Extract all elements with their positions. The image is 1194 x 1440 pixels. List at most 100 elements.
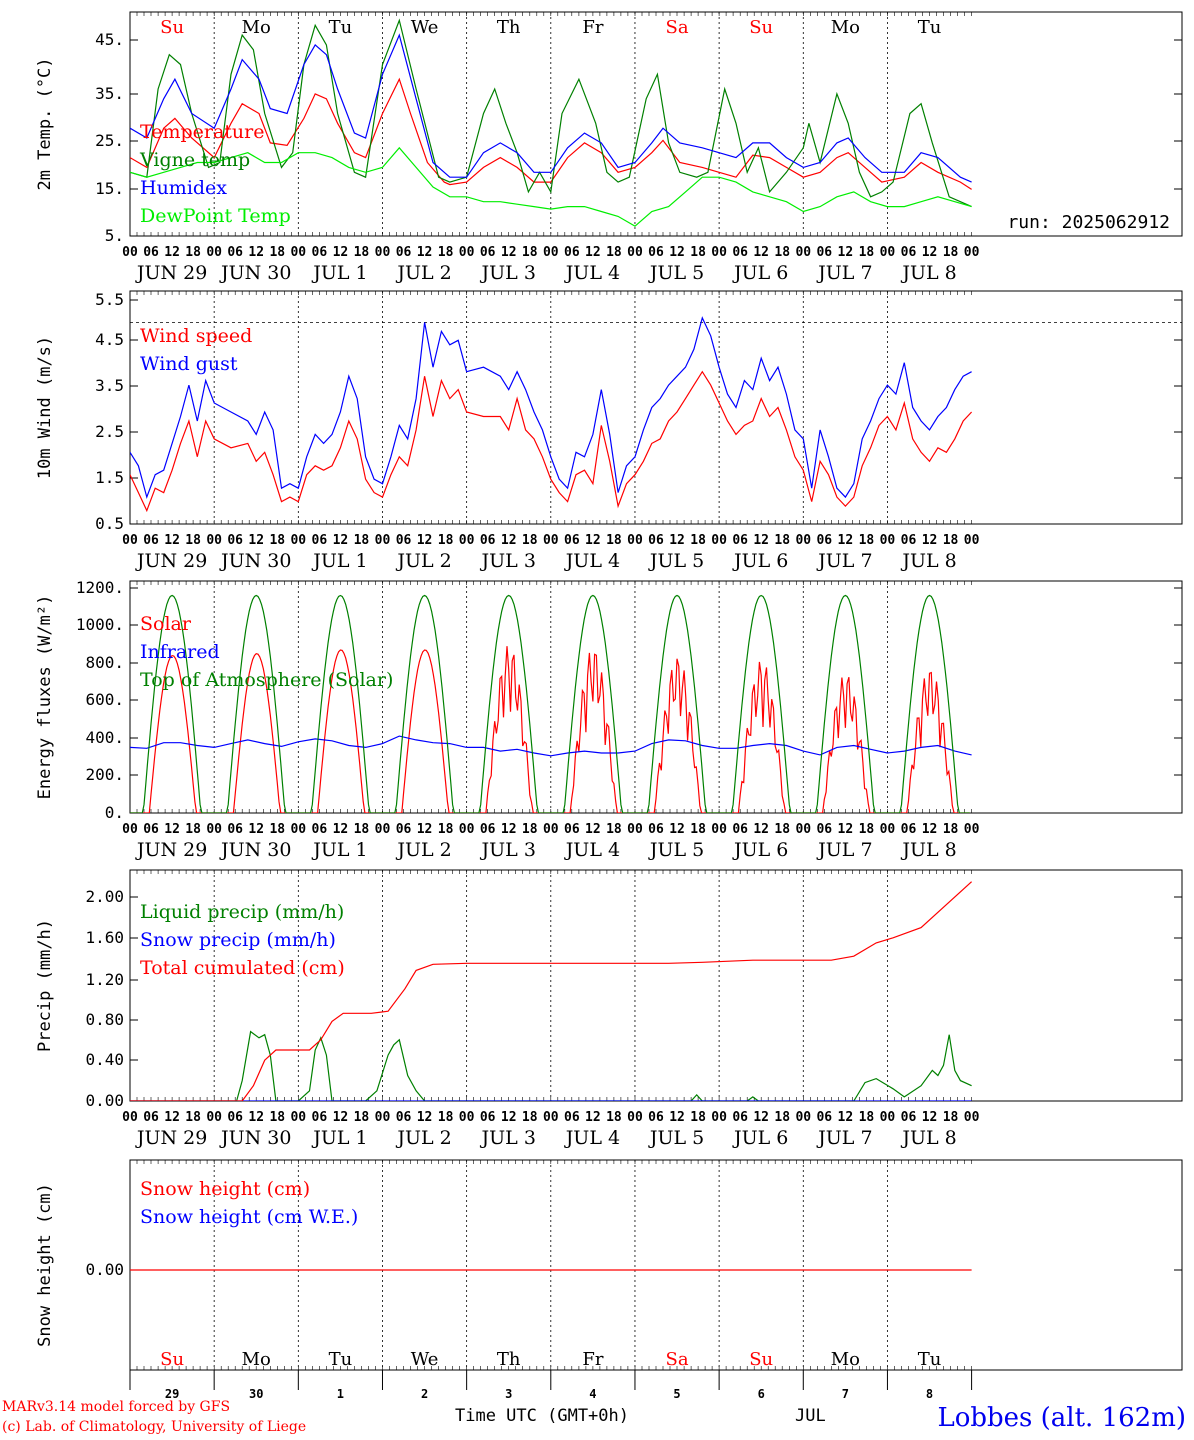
hour-tick-label: 12 [922, 1110, 938, 1125]
hour-tick-label: 18 [438, 533, 454, 548]
hour-tick-label: 12 [501, 533, 517, 548]
hour-tick-label: 18 [859, 533, 875, 548]
hour-tick-label: 06 [480, 822, 496, 837]
series-group [130, 18, 972, 227]
day-number-label: 29 [165, 1387, 179, 1401]
hour-tick-label: 06 [816, 245, 832, 260]
hour-tick-label: 00 [964, 533, 980, 548]
hour-tick-label: 18 [438, 822, 454, 837]
day-name-label: Tu [329, 1349, 353, 1370]
hour-tick-label: 00 [880, 533, 896, 548]
hour-tick-label: 00 [375, 533, 391, 548]
series-line-liquid-precip-mm-h [130, 1030, 972, 1101]
hour-tick-label: 00 [795, 1110, 811, 1125]
hour-tick-label: 06 [732, 1110, 748, 1125]
y-tick-label: 0. [105, 803, 124, 822]
hour-tick-label: 12 [417, 1110, 433, 1125]
series-group [130, 881, 973, 1101]
x-minor-ticks [129, 12, 972, 236]
y-tick-label: 15. [95, 179, 124, 198]
hour-tick-label: 06 [227, 1110, 243, 1125]
x-axis-label: Time UTC (GMT+0h) [455, 1406, 629, 1426]
series-line-total-cumulated-cm [130, 881, 973, 1101]
hour-tick-label: 06 [143, 245, 159, 260]
plot-frame [129, 580, 1183, 814]
legend-entry: Wind speed [140, 325, 252, 347]
hour-tick-label: 06 [227, 533, 243, 548]
hour-tick-label: 18 [269, 1110, 285, 1125]
chart-panel-5: 0.00 Snow height (cm) Snow height (cm) Snow… [35, 1159, 1183, 1401]
series-line-wind-speed [130, 370, 973, 513]
hour-tick-label: 12 [501, 822, 517, 837]
hour-tick-label: 00 [543, 533, 559, 548]
legend-entry: Snow precip (mm/h) [140, 929, 336, 951]
hour-tick-label: 12 [417, 533, 433, 548]
hour-tick-label: 00 [627, 533, 643, 548]
hour-tick-label: 18 [606, 245, 622, 260]
hour-tick-label: 06 [480, 1110, 496, 1125]
date-label: JUL 1 [311, 550, 367, 572]
y-tick-label: 1.20 [85, 970, 124, 989]
hour-tick-label: 12 [669, 245, 685, 260]
hour-tick-label: 00 [375, 1110, 391, 1125]
day-number-label: 8 [926, 1387, 933, 1401]
day-number-label: 1 [337, 1387, 344, 1401]
legend-entry: Snow height (cm) [140, 1178, 310, 1200]
hour-tick-label: 06 [564, 1110, 580, 1125]
hour-tick-label: 12 [669, 822, 685, 837]
hour-tick-label: 12 [164, 1110, 180, 1125]
date-label: JUL 4 [564, 1127, 620, 1149]
hour-tick-label: 00 [459, 822, 475, 837]
y-tick-label: 3.5 [95, 376, 124, 395]
hour-tick-label: 06 [901, 533, 917, 548]
hour-tick-label: 12 [838, 1110, 854, 1125]
date-label: JUN 30 [219, 1127, 291, 1149]
hour-tick-label: 12 [333, 245, 349, 260]
y-tick-label: 0.00 [85, 1260, 124, 1279]
hour-tick-label: 18 [185, 1110, 201, 1125]
series-line-top-of-atmosphere-solar [130, 594, 970, 813]
date-label: JUN 29 [135, 1127, 207, 1149]
hour-tick-label: 06 [227, 822, 243, 837]
date-label: JUL 4 [564, 839, 620, 861]
hour-tick-label: 12 [585, 822, 601, 837]
hour-tick-label: 18 [943, 1110, 959, 1125]
date-label: JUL 5 [648, 1127, 704, 1149]
hour-tick-label: 06 [480, 245, 496, 260]
hour-tick-label: 12 [248, 1110, 264, 1125]
date-label: JUL 6 [732, 839, 788, 861]
date-label: JUL 6 [732, 1127, 788, 1149]
day-name-label: Su [160, 17, 184, 38]
legend-entry: Wind gust [140, 353, 238, 375]
hour-tick-label: 18 [943, 533, 959, 548]
day-name-label: We [411, 1349, 439, 1370]
hour-tick-label: 06 [901, 1110, 917, 1125]
date-label: JUL 7 [816, 262, 872, 284]
series-line-wind-gust [130, 316, 972, 500]
hour-tick-label: 00 [795, 533, 811, 548]
hour-tick-label: 12 [753, 245, 769, 260]
chart-panel-3: 0. 200. 400. 600. 800. 1000. 1200. Energy fluxe… [35, 578, 1183, 861]
legend-entry: Temperature [140, 121, 264, 143]
y-tick-label: 1200. [76, 578, 124, 597]
hour-tick-label: 00 [543, 822, 559, 837]
hour-tick-label: 00 [290, 533, 306, 548]
date-label: JUL 8 [900, 839, 956, 861]
day-number-label: 4 [589, 1387, 596, 1401]
hour-tick-label: 12 [333, 533, 349, 548]
hour-tick-label: 00 [711, 533, 727, 548]
hour-tick-label: 00 [964, 1110, 980, 1125]
hour-tick-label: 18 [438, 245, 454, 260]
hour-tick-label: 18 [522, 822, 538, 837]
hour-tick-label: 06 [564, 245, 580, 260]
series-line-dewpoint-temp [130, 146, 972, 227]
date-label: JUL 3 [480, 550, 536, 572]
legend-entry: Humidex [140, 177, 227, 199]
hour-tick-label: 00 [206, 1110, 222, 1125]
hour-tick-label: 18 [690, 822, 706, 837]
day-name-label: Fr [582, 17, 603, 38]
run-label: run: 2025062912 [1007, 212, 1170, 233]
hour-tick-label: 12 [333, 822, 349, 837]
y-tick-label: 0.80 [85, 1010, 124, 1029]
x-minor-ticks [129, 870, 972, 1101]
